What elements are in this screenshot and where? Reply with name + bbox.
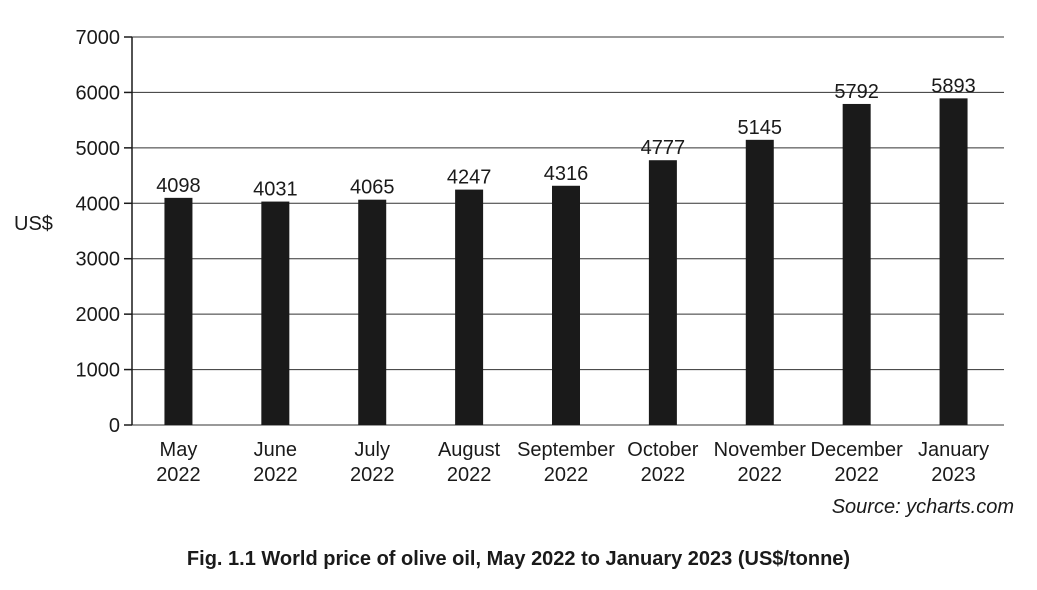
y-tick-label: 5000 [76, 138, 121, 160]
y-axis-label: US$ [14, 213, 53, 235]
x-tick-label: 2022 [544, 464, 589, 486]
y-tick-label: 0 [109, 415, 120, 437]
x-tick-label: 2022 [834, 464, 879, 486]
bar-value-label: 4777 [641, 137, 686, 159]
bar [745, 139, 774, 425]
y-tick-label: 7000 [76, 27, 121, 49]
x-tick-label: 2023 [931, 464, 976, 486]
y-tick-label: 6000 [76, 82, 121, 104]
bar-value-label: 5893 [931, 75, 976, 97]
x-tick-label: July [354, 439, 390, 461]
x-tick-label: September [517, 439, 615, 461]
y-axis-ticks: 0 1000 2000 3000 4000 5000 6000 7000 [76, 27, 132, 437]
y-tick-label: 2000 [76, 304, 121, 326]
bar-value-label: 4065 [350, 177, 395, 199]
figure-caption: Fig. 1.1 World price of olive oil, May 2… [186, 548, 851, 570]
bar-value-label: 4316 [544, 163, 589, 185]
bar-value-label: 5792 [834, 81, 879, 103]
bar-value-label: 4098 [156, 175, 201, 197]
x-tick-label: 2022 [738, 464, 783, 486]
x-tick-label: 2022 [447, 464, 492, 486]
x-tick-label: June [254, 439, 297, 461]
x-axis-ticks: May 2022 June 2022 July 2022 August 2022 Septemb… [156, 439, 989, 486]
y-tick-label: 4000 [76, 193, 121, 215]
x-tick-label: December [811, 439, 904, 461]
bar-value-label: 4031 [253, 179, 298, 201]
bars: 4098 4031 4065 4247 4316 4777 5145 5792 5893 [156, 75, 976, 426]
bar [648, 160, 677, 425]
bar-value-label: 4247 [447, 167, 492, 189]
y-tick-label: 3000 [76, 249, 121, 271]
x-tick-label: 2022 [156, 464, 201, 486]
x-tick-label: October [627, 439, 698, 461]
bar-value-label: 5145 [738, 117, 783, 139]
bar [939, 98, 968, 425]
source-note: Source: ycharts.com [831, 496, 1014, 518]
x-tick-label: 2022 [350, 464, 395, 486]
x-tick-label: August [438, 439, 501, 461]
bar [358, 199, 387, 425]
bar [455, 189, 484, 425]
bar [552, 185, 580, 425]
bar [261, 201, 290, 425]
bar [842, 103, 871, 426]
x-tick-label: May [160, 439, 198, 461]
bar [164, 197, 193, 425]
x-tick-label: 2022 [641, 464, 686, 486]
x-tick-label: 2022 [253, 464, 298, 486]
y-tick-label: 1000 [76, 360, 121, 382]
x-tick-label: November [714, 439, 807, 461]
x-tick-label: January [918, 439, 989, 461]
